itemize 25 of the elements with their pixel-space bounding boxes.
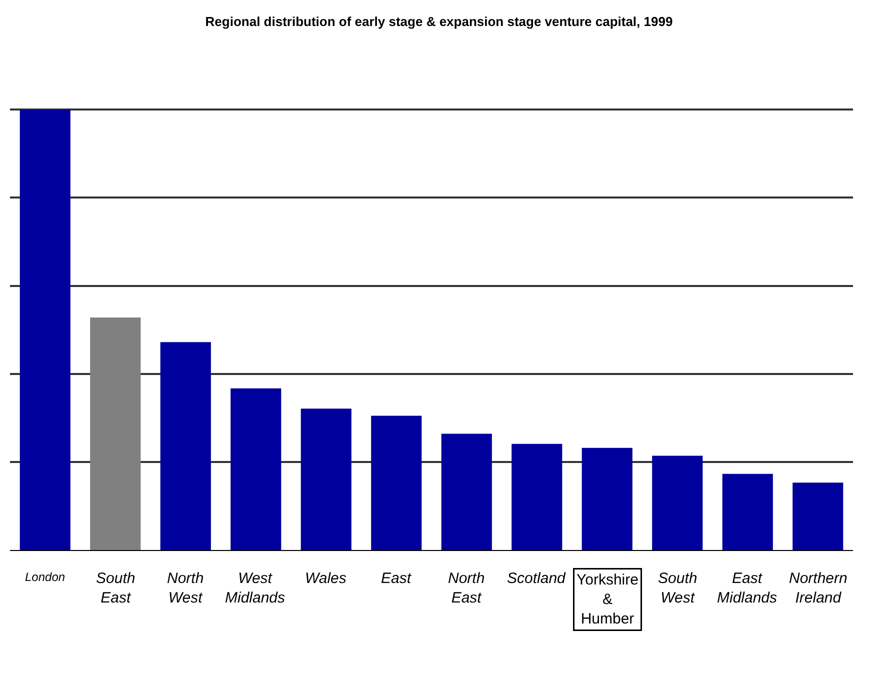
x-tick-label: West Midlands [225, 570, 286, 606]
x-tick-label: East Midlands [717, 570, 778, 606]
bar [90, 317, 141, 550]
x-tick-label: South West [658, 570, 698, 606]
x-tick-label: North West [167, 570, 204, 606]
bar [20, 110, 70, 550]
bar [512, 444, 562, 550]
bar [582, 448, 632, 550]
bar [300, 408, 352, 550]
bar [792, 482, 844, 550]
x-tick-label: North East [448, 570, 485, 606]
bar [160, 342, 211, 550]
bar [652, 456, 703, 550]
bar [230, 388, 282, 550]
x-tick-label: Wales [305, 570, 347, 587]
x-tick-label: Northern Ireland [789, 570, 848, 606]
x-tick-label: London [25, 570, 66, 584]
x-tick-label: South East [96, 570, 136, 606]
bar [441, 434, 492, 550]
x-tick-label: Scotland [507, 570, 566, 587]
x-tick-label: East [381, 570, 412, 587]
bar [722, 474, 773, 550]
chart-title: Regional distribution of early stage & expansion stage venture capital, 1999 [205, 14, 673, 30]
x-tick-label: Yorkshire & Humber [576, 572, 638, 628]
bar [371, 416, 422, 550]
